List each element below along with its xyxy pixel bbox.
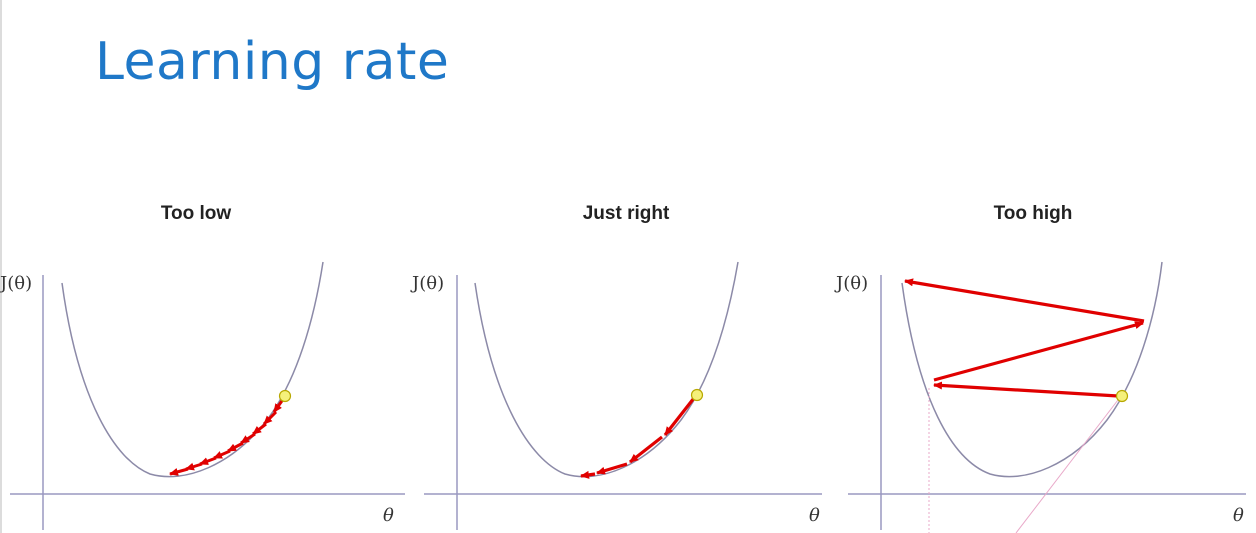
start-point-too-low (278, 389, 292, 403)
step-arrow (933, 381, 1119, 398)
step-arrow (240, 432, 256, 445)
y-axis-label-just-right: J(θ) (412, 273, 445, 294)
panel-title-just-right: Just right (582, 203, 670, 224)
step-arrow (169, 467, 189, 476)
panel-too-high (848, 261, 1246, 533)
slide-title: Learning rate (95, 32, 450, 92)
step-arrow (227, 441, 244, 453)
cost-curve-too-low (61, 261, 324, 478)
start-point-too-high (1115, 389, 1129, 403)
gradient-steps-too-low (169, 397, 286, 476)
x-axis-label-just-right: θ (809, 505, 820, 526)
step-arrow (199, 456, 217, 466)
cost-curve-just-right (474, 261, 739, 478)
start-point-just-right (690, 388, 704, 402)
step-arrow (252, 422, 267, 436)
step-arrow (663, 397, 696, 436)
step-arrow (904, 278, 1145, 323)
panel-title-too-high: Too high (993, 203, 1073, 224)
gradient-steps-just-right (580, 397, 696, 479)
step-arrow (933, 321, 1144, 382)
panel-just-right (424, 261, 822, 530)
gradient-steps-too-high (904, 278, 1145, 398)
step-arrow (629, 435, 663, 464)
x-axis-label-too-high: θ (1233, 505, 1244, 526)
step-arrow (262, 410, 278, 426)
cost-curve-too-high (901, 261, 1163, 478)
panel-too-low (10, 261, 405, 530)
step-arrow (596, 462, 628, 475)
slide-edge (0, 0, 2, 533)
x-axis-label-too-low: θ (383, 505, 394, 526)
y-axis-label-too-high: J(θ) (836, 273, 869, 294)
guide-line-tangent (1015, 395, 1122, 533)
panel-title-too-low: Too low (160, 203, 232, 224)
step-arrow (185, 462, 203, 471)
step-arrow (213, 449, 231, 460)
y-axis-label-too-low: J(θ) (0, 273, 33, 294)
step-arrow (580, 470, 596, 479)
